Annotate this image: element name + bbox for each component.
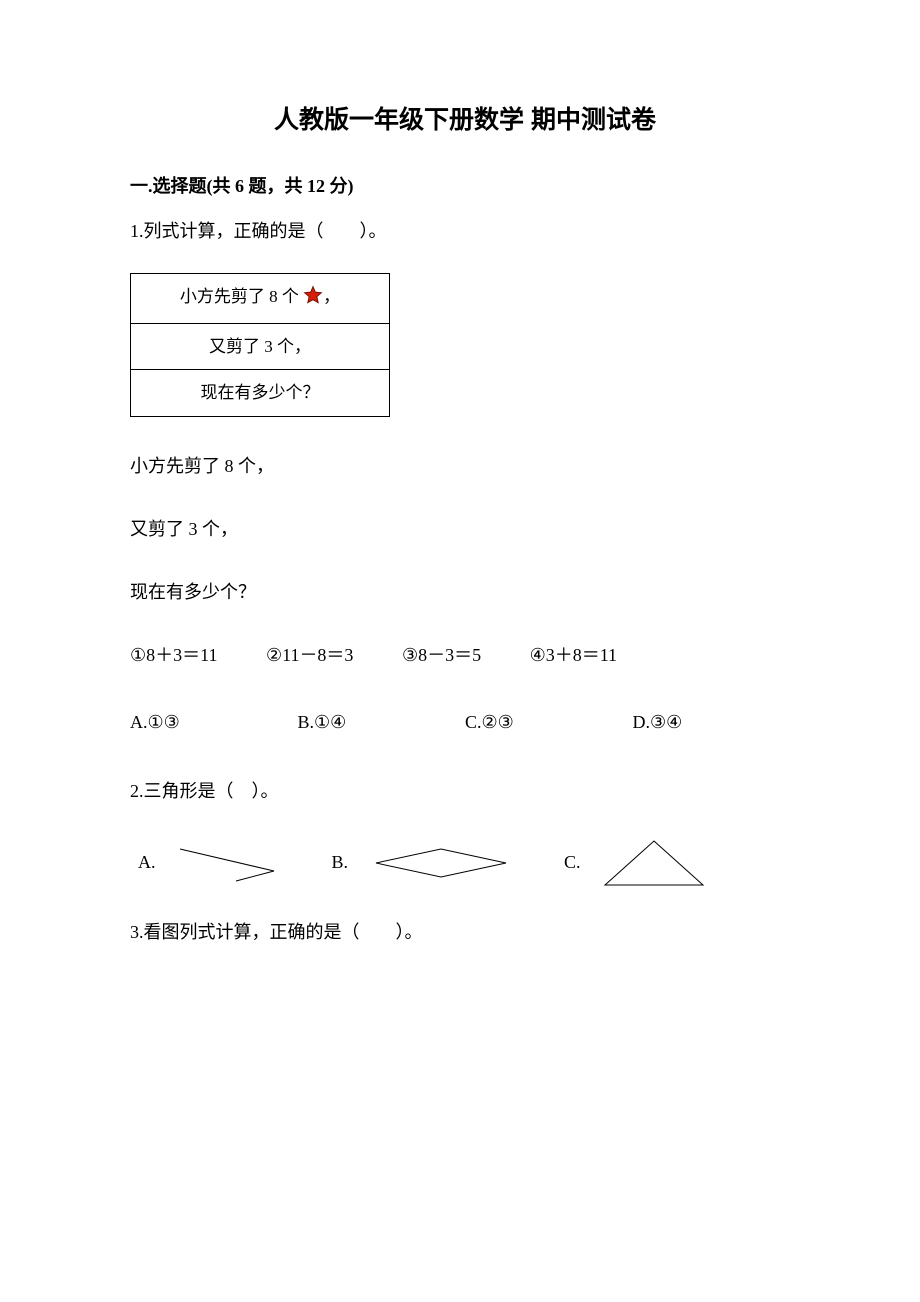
table-row: 现在有多少个？ — [131, 370, 390, 417]
question-1: 1.列式计算，正确的是（ ）。 小方先剪了 8 个 ， 又剪了 3 个， — [130, 218, 800, 736]
q2-choice-b[interactable]: B. — [332, 841, 517, 885]
q1-para3: 现在有多少个？ — [130, 579, 800, 606]
q1-opt2: ②11－8＝3 — [266, 642, 353, 669]
q2-label-b: B. — [332, 849, 349, 876]
q3-stem: 3.看图列式计算，正确的是（ ）。 — [130, 919, 800, 946]
q1-numbered-options: ①8＋3＝11 ②11－8＝3 ③8－3＝5 ④3＋8＝11 — [130, 642, 800, 669]
q1-table-row2: 又剪了 3 个， — [131, 323, 390, 370]
table-row: 小方先剪了 8 个 ， — [131, 274, 390, 324]
q1-choice-a[interactable]: A.①③ — [130, 709, 298, 736]
q1-opt1: ①8＋3＝11 — [130, 642, 217, 669]
q1-table: 小方先剪了 8 个 ， 又剪了 3 个， 现在有多少个？ — [130, 273, 390, 417]
q1-choice-c[interactable]: C.②③ — [465, 709, 633, 736]
table-row: 又剪了 3 个， — [131, 323, 390, 370]
page-title: 人教版一年级下册数学 期中测试卷 — [130, 100, 800, 136]
q2-choice-c[interactable]: C. — [564, 835, 709, 891]
q1-para2: 又剪了 3 个， — [130, 516, 800, 543]
q1-answer-choices: A.①③ B.①④ C.②③ D.③④ — [130, 709, 800, 736]
q1-table-row3: 现在有多少个？ — [131, 370, 390, 417]
q1-table-row1: 小方先剪了 8 个 ， — [131, 274, 390, 324]
q1-opt4: ④3＋8＝11 — [530, 642, 617, 669]
q2-choices: A. B. C. — [138, 835, 800, 891]
q2-label-c: C. — [564, 849, 581, 876]
rhombus-shape-icon — [366, 841, 516, 885]
section-header: 一.选择题(共 6 题，共 12 分) — [130, 172, 800, 198]
q1-row1-post: ， — [323, 287, 340, 306]
star-icon — [303, 285, 323, 313]
q1-para1: 小方先剪了 8 个， — [130, 453, 800, 480]
q1-choice-d[interactable]: D.③④ — [633, 709, 801, 736]
page: 人教版一年级下册数学 期中测试卷 一.选择题(共 6 题，共 12 分) 1.列… — [0, 0, 920, 1034]
q1-opt3: ③8－3＝5 — [402, 642, 481, 669]
q2-label-a: A. — [138, 849, 156, 876]
q1-stem: 1.列式计算，正确的是（ ）。 — [130, 218, 800, 245]
triangle-shape-icon — [599, 835, 709, 891]
angle-shape-icon — [174, 841, 284, 885]
question-2: 2.三角形是（ ）。 A. B. C. — [130, 778, 800, 891]
q2-choice-a[interactable]: A. — [138, 841, 284, 885]
q1-choice-b[interactable]: B.①④ — [298, 709, 466, 736]
q2-stem: 2.三角形是（ ）。 — [130, 778, 800, 805]
question-3: 3.看图列式计算，正确的是（ ）。 — [130, 919, 800, 946]
q1-row1-pre: 小方先剪了 8 个 — [180, 287, 299, 306]
